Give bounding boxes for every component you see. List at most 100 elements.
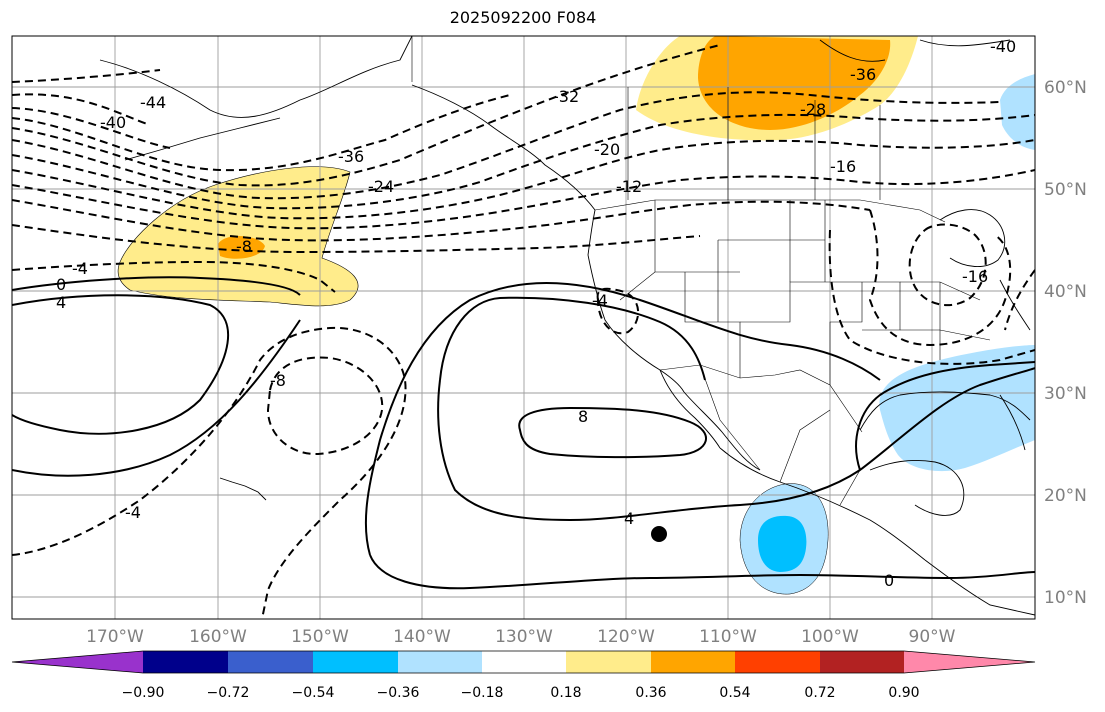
- lat-label: 50°N: [1044, 180, 1087, 200]
- contour-neg4-ring: [12, 326, 407, 619]
- lat-label: 60°N: [1044, 78, 1087, 98]
- colorbar-tick-label: −0.72: [207, 685, 250, 701]
- colorbar-ticks: −0.90 −0.72 −0.54 −0.36 −0.18 0.18 0.36 …: [122, 685, 920, 701]
- gridlines: [12, 36, 1035, 619]
- lon-label: 130°W: [495, 627, 553, 647]
- contour-neg44: [12, 69, 161, 83]
- colorbar-left-arrow: [12, 651, 143, 673]
- colorbar-tick-label: −0.36: [377, 685, 420, 701]
- coastline-central-america: [924, 559, 1035, 616]
- coastline-aleutians: [124, 117, 281, 161]
- label-n40-w: -40: [100, 113, 126, 132]
- coastline-baja: [659, 369, 721, 449]
- label-n36-e: -36: [850, 65, 876, 84]
- colorbar-segment: [820, 651, 904, 673]
- contour-neg16-b: [908, 223, 987, 307]
- label-n12: -12: [616, 177, 642, 196]
- contour-neg16-east: [868, 209, 1012, 347]
- map-frame: [11, 35, 1036, 620]
- map-title: 2025092200 F084: [449, 8, 597, 27]
- colorbar-segment: [566, 651, 651, 673]
- coastline-california: [587, 254, 685, 393]
- strong-negative-anomaly-mexico: [758, 515, 807, 572]
- coastline-bc-washington: [587, 209, 596, 256]
- contour-pos8: [518, 406, 707, 459]
- lon-label: 140°W: [393, 627, 451, 647]
- contour-neg36: [12, 94, 511, 172]
- colorbar-tick-label: 0.54: [719, 685, 750, 701]
- borders-us-states-west: [619, 200, 791, 378]
- label-n24: -24: [368, 177, 394, 196]
- label-n16-e: -16: [830, 157, 856, 176]
- storm-center-marker: [651, 526, 667, 542]
- lat-label: 10°N: [1044, 588, 1087, 608]
- lon-label: 160°W: [189, 627, 247, 647]
- colorbar-segment: [735, 651, 820, 673]
- coastline-florida: [999, 394, 1026, 451]
- coastline-arctic: [919, 39, 1011, 47]
- lon-label: 120°W: [597, 627, 655, 647]
- label-n32: -32: [553, 87, 579, 106]
- colorbar-segment: [651, 651, 735, 673]
- coastline-alaska-panhandle: [411, 84, 596, 211]
- lat-label: 20°N: [1044, 486, 1087, 506]
- contour-pos4-central-2: [437, 367, 1035, 522]
- lon-label: 150°W: [291, 627, 349, 647]
- label-n4-w: -4: [72, 259, 88, 278]
- colorbar-outline: [11, 650, 1036, 674]
- map-background: [12, 36, 1035, 619]
- colorbar-segment: [228, 651, 313, 673]
- contour-zero-east: [855, 361, 1035, 471]
- label-n28: -28: [800, 100, 826, 119]
- colorbar-segment: [313, 651, 398, 673]
- label-n8-c: -8: [270, 371, 286, 390]
- colorbar-right-arrow: [904, 651, 1035, 673]
- label-n4-cal: -4: [592, 291, 608, 310]
- contour-neg32: [12, 44, 721, 187]
- strong-positive-anomaly-canada: [698, 36, 891, 130]
- contour-neg20: [12, 139, 1035, 220]
- label-pos4-w: 4: [56, 293, 66, 312]
- label-n36-w: -36: [338, 147, 364, 166]
- label-n40-e: -40: [990, 37, 1016, 56]
- label-zero-w: 0: [56, 275, 66, 294]
- lon-label: 100°W: [801, 627, 859, 647]
- label-n44: -44: [140, 93, 166, 112]
- contour-neg8: [12, 224, 701, 254]
- label-n16-se: -16: [962, 267, 988, 286]
- borders-us-states-east: [900, 281, 991, 360]
- colorbar-segment: [143, 651, 228, 673]
- lat-label: 40°N: [1044, 282, 1087, 302]
- colorbar: −0.90 −0.72 −0.54 −0.36 −0.18 0.18 0.36 …: [11, 650, 1036, 701]
- contour-neg4-top: [12, 260, 336, 293]
- colorbar-tick-label: −0.54: [292, 685, 335, 701]
- coastline-gulf-mexico: [859, 391, 1031, 431]
- contour-neg16: [12, 169, 1035, 230]
- coastline-east: [999, 279, 1031, 331]
- label-n8-w: -8: [236, 237, 252, 256]
- borders-mexico-states: [699, 364, 861, 506]
- latitude-labels: 60°N 50°N 40°N 30°N 20°N 10°N: [1044, 78, 1087, 608]
- longitude-labels: 170°W 160°W 150°W 140°W 130°W 120°W 110°…: [86, 627, 956, 647]
- colorbar-segment: [482, 651, 566, 673]
- contour-zero-south: [369, 554, 1035, 590]
- borders-canada-provinces: [627, 87, 881, 200]
- strong-positive-anomaly-pacific: [218, 235, 265, 259]
- contour-neg20-east: [1004, 269, 1035, 331]
- label-pos8: 8: [578, 407, 588, 426]
- contour-pos4-west: [12, 294, 230, 435]
- coastline-mexico-pacific: [719, 447, 926, 561]
- label-zero-s: 0: [884, 571, 894, 590]
- label-n20: -20: [594, 140, 620, 159]
- colorbar-tick-label: −0.90: [122, 685, 165, 701]
- label-pos4-c: 4: [624, 509, 634, 528]
- negative-anomaly-area-labrador: [1000, 74, 1035, 150]
- lon-label: 90°W: [909, 627, 956, 647]
- contour-neg4-east: [828, 229, 1035, 365]
- contour-neg28: [12, 91, 1001, 200]
- coastline-gulf-california: [683, 391, 761, 471]
- coastline-hawaii: [219, 477, 267, 501]
- lon-label: 170°W: [86, 627, 144, 647]
- colorbar-segment: [398, 651, 482, 673]
